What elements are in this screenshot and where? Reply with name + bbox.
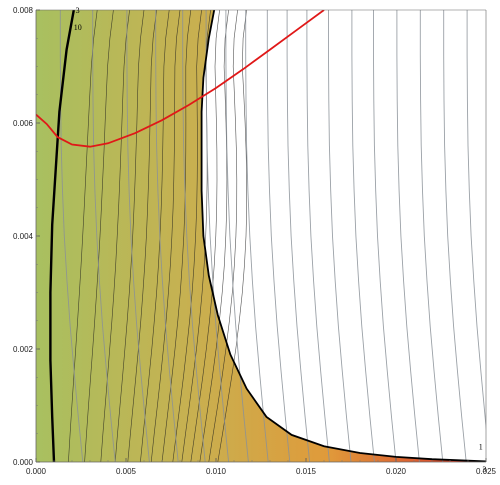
black-contour-line: [114, 10, 145, 462]
gray-contour-line: [245, 10, 269, 462]
gray-contour-line: [205, 10, 230, 462]
left-black-curve: [49, 10, 75, 462]
plot-area: 31013: [36, 6, 500, 474]
gray-contour-line: [373, 10, 397, 462]
black-contour-line: [199, 10, 229, 462]
black-contour-line: [172, 10, 202, 462]
boundary-curve: [200, 10, 486, 462]
gray-contour-line: [286, 10, 311, 462]
gray-contour-line: [225, 10, 249, 462]
gray-contour-line: [328, 10, 352, 462]
filled-region: [36, 10, 486, 462]
black-contour-line: [84, 10, 114, 462]
y-tick-label: 0.006: [13, 119, 34, 128]
x-tick-label: 0.005: [116, 467, 137, 476]
y-tick-label: 0.004: [13, 232, 34, 241]
frame: [35, 9, 487, 463]
black-contour-line: [208, 10, 238, 462]
black-contour-line: [150, 10, 181, 462]
black-contour-line: [217, 10, 247, 462]
gray-contour-line: [155, 10, 179, 462]
y-tick-label: 0.008: [13, 6, 34, 15]
black-contour-line: [68, 10, 98, 462]
y-axis-ticks: 0.000 0.002 0.004 0.006 0.008: [13, 6, 40, 467]
gray-contour-line: [59, 10, 84, 462]
gray-contour-line: [182, 10, 206, 462]
black-contour-line: [127, 10, 157, 462]
contour-label: 3: [482, 465, 486, 474]
contour-label: 10: [74, 23, 82, 32]
red-curve: [36, 10, 325, 148]
gray-contour-line: [266, 10, 291, 462]
x-tick-label: 0.025: [476, 467, 497, 476]
gray-contour-line: [443, 10, 467, 462]
gray-contour-line: [126, 10, 150, 462]
gray-contour-lines: [59, 10, 500, 462]
black-contour-line: [190, 10, 220, 462]
x-tick-label: 0.015: [296, 467, 317, 476]
x-tick-label: 0.020: [386, 467, 407, 476]
x-tick-label: 0.000: [26, 467, 47, 476]
gray-contour-line: [492, 10, 500, 462]
x-tick-label: 0.010: [206, 467, 227, 476]
gray-contour-line: [306, 10, 330, 462]
gray-contour-line: [92, 10, 116, 462]
black-contour-line: [100, 10, 130, 462]
gray-contour-line: [351, 10, 375, 462]
contour-label: 1: [479, 443, 483, 452]
gray-contour-line: [466, 10, 486, 431]
x-axis-ticks: 0.000 0.005 0.010 0.015 0.020 0.025: [26, 458, 497, 476]
y-tick-label: 0.002: [13, 345, 34, 354]
gray-contour-line: [419, 10, 444, 462]
gray-contour-line: [396, 10, 420, 462]
y-tick-label: 0.000: [13, 458, 34, 467]
